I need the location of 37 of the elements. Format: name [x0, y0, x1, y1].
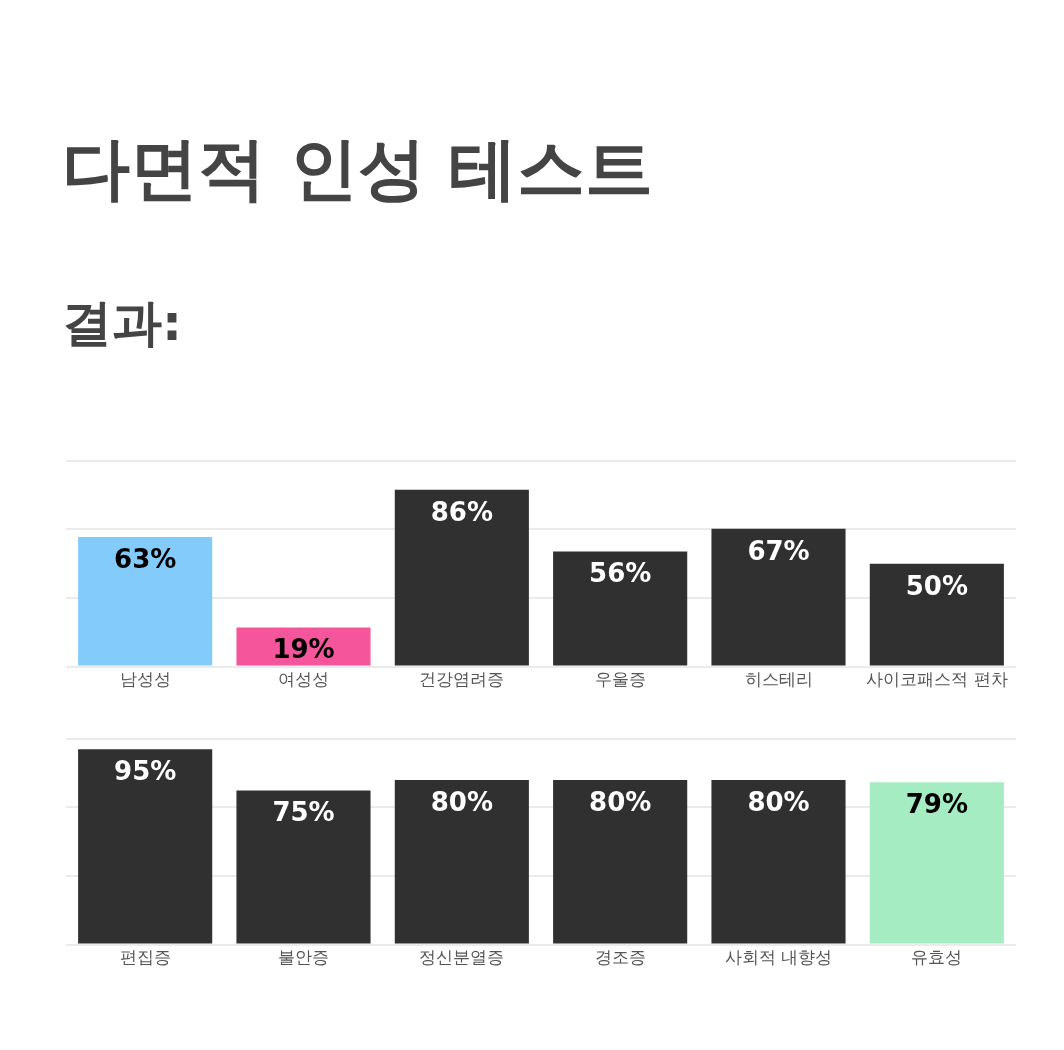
x-tick-label: 사이코패스적 편차 — [866, 669, 1008, 690]
x-tick-label: 건강염려증 — [419, 669, 505, 690]
x-tick-label: 편집증 — [119, 947, 171, 968]
bar — [711, 528, 846, 666]
bar — [394, 489, 529, 666]
data-label: 80% — [589, 786, 652, 817]
x-tick-label: 우울증 — [594, 669, 646, 690]
data-label: 19% — [272, 634, 335, 665]
x-tick-label: 경조증 — [594, 947, 646, 968]
bar — [553, 551, 688, 666]
chart-subtitle: 결과: — [62, 293, 182, 353]
x-tick-label: 불안증 — [278, 947, 329, 968]
bar — [869, 782, 1004, 944]
x-tick-label: 유효성 — [911, 947, 963, 968]
bar — [78, 749, 213, 944]
data-label: 75% — [272, 797, 335, 828]
x-tick-label: 여성성 — [278, 669, 329, 690]
data-label: 95% — [114, 756, 177, 787]
x-tick-label: 정신분열증 — [419, 947, 505, 968]
bar — [78, 537, 213, 666]
bar — [711, 780, 846, 944]
data-label: 80% — [747, 786, 810, 817]
data-label: 63% — [114, 543, 177, 574]
chart-title: 다면적 인성 테스트 — [62, 128, 654, 210]
data-label: 56% — [589, 558, 652, 589]
data-label: 86% — [430, 496, 493, 527]
bar — [236, 790, 371, 944]
x-tick-label: 남성성 — [119, 669, 171, 690]
bar — [553, 780, 688, 944]
bar — [394, 780, 529, 944]
data-label: 79% — [905, 788, 968, 819]
x-tick-label: 히스테리 — [744, 669, 813, 690]
data-label: 50% — [905, 570, 968, 601]
data-label: 80% — [430, 786, 493, 817]
bar — [869, 563, 1004, 666]
x-tick-label: 사회적 내향성 — [724, 947, 833, 968]
data-label: 67% — [747, 535, 810, 566]
